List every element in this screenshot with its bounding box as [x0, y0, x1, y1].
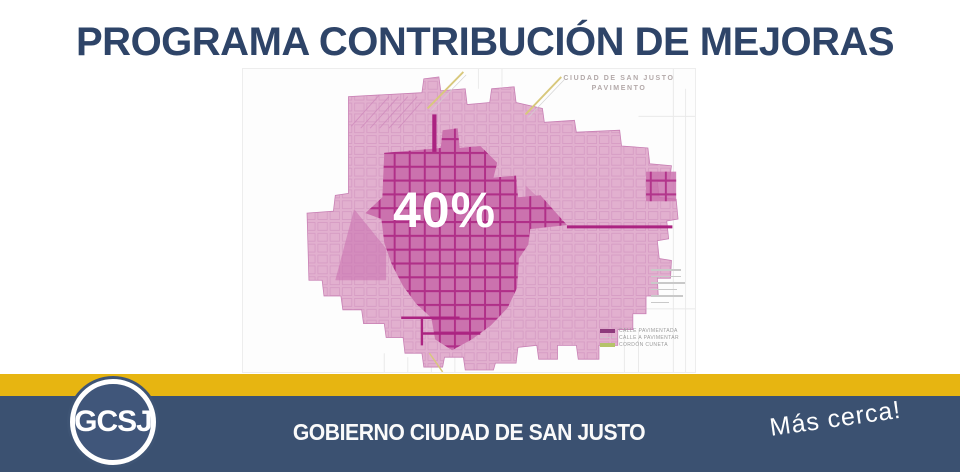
city-map-graphic	[306, 69, 695, 372]
legend-label: CALLE A PAVIMENTAR	[619, 334, 679, 341]
footer-org-name: GOBIERNO CIUDAD DE SAN JUSTO	[292, 419, 646, 445]
paved-street-lines	[401, 114, 673, 346]
map-annotation-lines	[651, 269, 685, 308]
zone-wedge-left	[335, 209, 387, 281]
gcsj-logo: GCSJ	[70, 379, 156, 465]
city-map: CIUDAD DE SAN JUSTO PAVIMENTO 40% CALLE …	[242, 68, 696, 373]
inner-zone-street-grid	[365, 128, 567, 351]
page-title: PROGRAMA CONTRIBUCIÓN DE MEJORAS	[76, 20, 895, 64]
map-title-city: CIUDAD DE SAN JUSTO	[563, 75, 675, 82]
map-legend: CALLE PAVIMENTADA CALLE A PAVIMENTAR COR…	[600, 327, 679, 348]
legend-label: CALLE PAVIMENTADA	[619, 327, 678, 334]
base-street-grid	[383, 69, 695, 372]
paved-street-swatch	[600, 328, 615, 333]
coverage-percentage-label: 40%	[393, 182, 497, 238]
gold-accent-strip	[0, 374, 960, 396]
legend-row-curb: CORDÓN CUNETA	[600, 341, 679, 348]
street-to-pave-swatch	[600, 337, 615, 338]
diagonal-routes	[426, 71, 565, 372]
outlying-paved-cluster-grid	[646, 171, 677, 202]
gcsj-logo-text: GCSJ	[74, 405, 153, 438]
legend-row-to-pave: CALLE A PAVIMENTAR	[600, 334, 679, 341]
curb-gutter-swatch	[600, 342, 615, 347]
legend-label: CORDÓN CUNETA	[619, 341, 668, 348]
legend-row-paved: CALLE PAVIMENTADA	[600, 327, 679, 334]
map-title: CIUDAD DE SAN JUSTO PAVIMENTO	[549, 74, 689, 94]
railway-hatch	[350, 94, 423, 129]
map-title-subject: PAVIMENTO	[591, 85, 647, 92]
footer-bar	[0, 396, 960, 472]
